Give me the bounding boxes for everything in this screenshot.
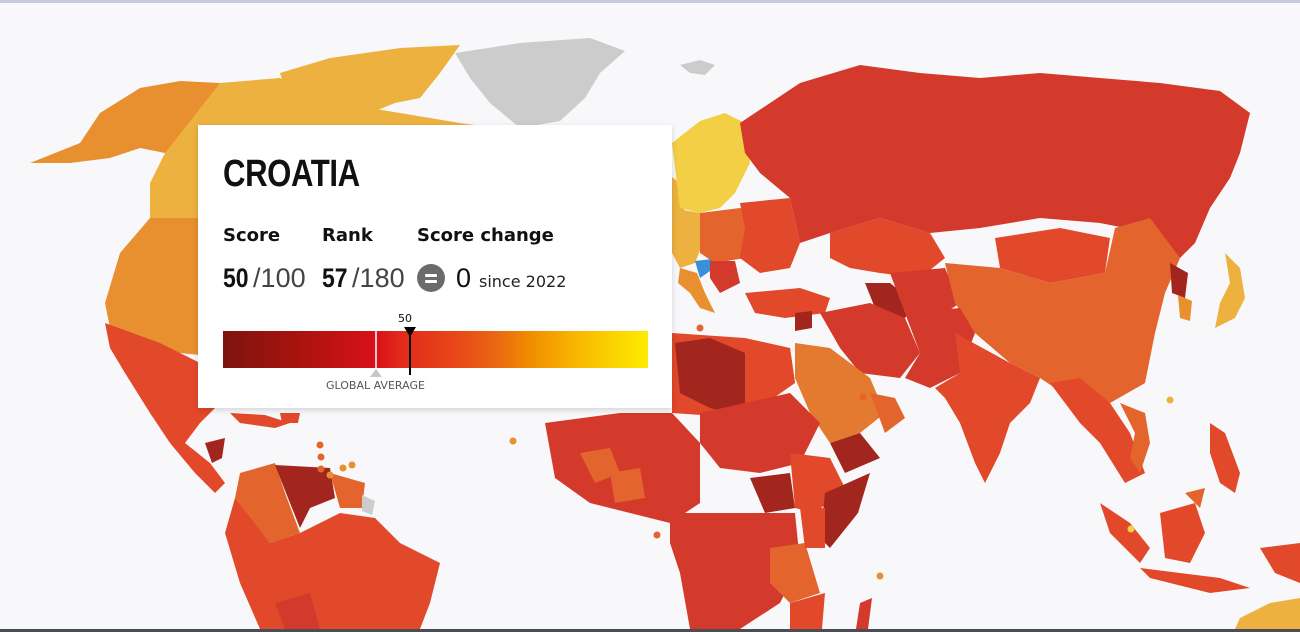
score-change-since: since 2022 (479, 272, 567, 291)
score-scale-bar: 50 (223, 312, 648, 377)
region-ghana-coast[interactable] (610, 468, 645, 503)
region-central-asia[interactable] (890, 268, 960, 323)
region-french-guiana[interactable] (362, 495, 375, 515)
region-syria[interactable] (795, 311, 812, 331)
world-map[interactable] (0, 3, 1300, 629)
region-mongolia[interactable] (995, 228, 1110, 283)
region-canada-islands[interactable] (280, 45, 460, 113)
region-madagascar[interactable] (856, 598, 872, 629)
region-india[interactable] (935, 333, 1040, 483)
region-philippines[interactable] (1210, 423, 1240, 493)
region-colombia[interactable] (235, 463, 300, 543)
region-balkans[interactable] (710, 261, 740, 293)
region-nicaragua[interactable] (205, 438, 225, 463)
island-marker[interactable] (1166, 396, 1174, 404)
region-brazil-south-america[interactable] (225, 498, 440, 629)
score-label: Score (223, 225, 281, 246)
region-croatia[interactable] (695, 259, 712, 278)
region-kazakhstan[interactable] (830, 218, 945, 278)
region-cuba[interactable] (230, 413, 290, 428)
island-marker[interactable] (317, 465, 325, 473)
region-central-africa[interactable] (670, 513, 800, 629)
region-guyanas[interactable] (330, 473, 365, 508)
region-oman[interactable] (870, 393, 905, 433)
region-turkmenistan[interactable] (865, 283, 915, 318)
region-scandinavia[interactable] (672, 113, 750, 213)
score-change-column: Score change (417, 225, 554, 246)
region-north-korea[interactable] (1170, 263, 1188, 298)
region-bolivia[interactable] (275, 593, 320, 629)
region-saudi-arabia[interactable] (795, 343, 885, 443)
island-marker[interactable] (348, 461, 356, 469)
island-marker[interactable] (1127, 525, 1135, 533)
score-marker-label: 50 (398, 312, 412, 325)
island-marker[interactable] (339, 464, 347, 472)
island-marker[interactable] (316, 441, 324, 449)
region-vietnam[interactable] (1120, 403, 1150, 473)
region-russia[interactable] (740, 65, 1250, 258)
region-yemen[interactable] (830, 433, 880, 473)
score-marker-line (409, 331, 411, 375)
country-tooltip-card: CROATIA Score Rank Score change 50/100 5… (198, 125, 672, 408)
bottom-border (0, 629, 1300, 632)
region-south-korea[interactable] (1178, 295, 1192, 321)
island-marker[interactable] (509, 437, 517, 445)
island-marker[interactable] (653, 531, 661, 539)
island-marker[interactable] (317, 453, 325, 461)
equal-icon (417, 264, 445, 292)
region-tanzania[interactable] (770, 543, 820, 603)
global-average-line (375, 331, 377, 368)
region-mozambique[interactable] (790, 593, 825, 629)
score-change-value: 0 (456, 263, 472, 293)
island-marker[interactable] (696, 324, 704, 332)
region-libya[interactable] (675, 338, 745, 418)
region-borneo[interactable] (1160, 503, 1205, 563)
region-west-africa[interactable] (545, 413, 700, 523)
region-australia[interactable] (1235, 598, 1300, 629)
region-italy[interactable] (678, 268, 715, 313)
region-alaska[interactable] (30, 81, 220, 163)
region-greenland[interactable] (455, 38, 625, 128)
region-java[interactable] (1140, 568, 1250, 593)
region-turkey[interactable] (745, 288, 830, 318)
country-name: CROATIA (223, 153, 360, 195)
rank-label: Rank (322, 225, 373, 246)
region-senegal-coast[interactable] (580, 448, 620, 483)
region-china[interactable] (945, 218, 1180, 403)
region-iran[interactable] (820, 303, 920, 378)
region-png[interactable] (1260, 543, 1300, 583)
region-somalia[interactable] (820, 473, 870, 548)
top-border (0, 0, 1300, 3)
region-venezuela[interactable] (275, 465, 335, 528)
region-egypt[interactable] (745, 348, 795, 393)
island-marker[interactable] (859, 393, 867, 401)
rank-max: /180 (352, 263, 405, 293)
island-marker[interactable] (876, 572, 884, 580)
global-average-label: GLOBAL AVERAGE (326, 379, 425, 392)
island-marker[interactable] (326, 471, 334, 479)
score-value: 50/100 (223, 263, 306, 294)
region-eastern-europe[interactable] (740, 198, 800, 273)
region-haiti-dr[interactable] (280, 413, 300, 423)
region-svalbard[interactable] (680, 60, 715, 75)
region-southeast-asia[interactable] (1050, 378, 1145, 483)
score-change-label: Score change (417, 225, 554, 246)
region-indonesia[interactable] (1100, 503, 1150, 563)
score-max: /100 (253, 263, 306, 293)
global-average-triangle-icon (370, 369, 382, 377)
region-western-europe[interactable] (672, 208, 705, 268)
rank-number: 57 (322, 263, 348, 293)
region-south-sudan[interactable] (750, 473, 795, 513)
score-column: Score (223, 225, 280, 246)
region-malaysia[interactable] (1185, 488, 1205, 508)
region-kenya[interactable] (800, 508, 825, 548)
rank-value: 57/180 (322, 263, 405, 294)
region-afghanistan-pakistan[interactable] (905, 308, 975, 388)
rank-column: Rank (322, 225, 373, 246)
region-japan[interactable] (1215, 253, 1245, 328)
score-number: 50 (223, 263, 249, 293)
